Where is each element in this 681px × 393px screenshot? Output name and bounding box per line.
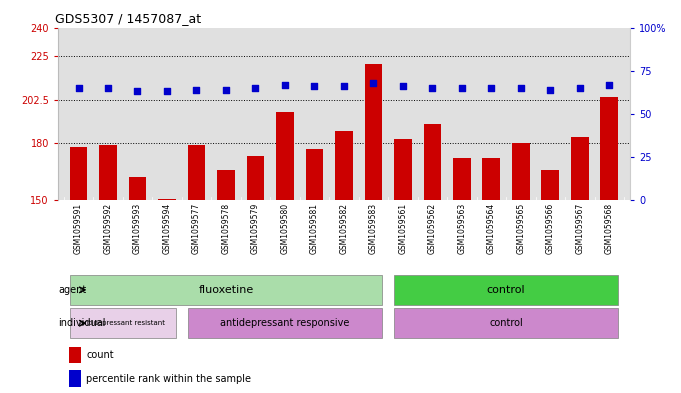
Text: GSM1059563: GSM1059563 [458,203,466,254]
Bar [541,170,559,200]
Bar [188,145,205,200]
Bar [306,149,323,200]
Text: GSM1059583: GSM1059583 [369,203,378,254]
Point [161,88,172,95]
Bar [69,347,81,363]
Bar [69,370,81,387]
Bar [424,123,441,200]
Text: antidepressant resistant: antidepressant resistant [80,320,165,326]
Bar [571,137,588,200]
Point [103,85,114,91]
Point [545,86,556,93]
Point [191,86,202,93]
Text: fluoxetine: fluoxetine [198,285,253,295]
Text: GSM1059567: GSM1059567 [575,203,584,254]
Bar [601,97,618,200]
Bar [394,139,412,200]
Point [309,83,320,90]
Bar [364,64,382,200]
Bar [512,143,530,200]
Bar [158,198,176,200]
Point [516,85,526,91]
Text: antidepressant responsive: antidepressant responsive [220,318,349,328]
Point [279,81,290,88]
Text: percentile rank within the sample: percentile rank within the sample [86,374,251,384]
Bar [69,308,176,338]
Text: GSM1059566: GSM1059566 [545,203,555,254]
Point [398,83,409,90]
Text: GSM1059561: GSM1059561 [398,203,407,254]
Text: GSM1059582: GSM1059582 [339,203,349,253]
Bar [276,112,294,200]
Text: control: control [489,318,523,328]
Text: GSM1059581: GSM1059581 [310,203,319,253]
Text: agent: agent [58,285,86,295]
Bar [335,131,353,200]
Text: GDS5307 / 1457087_at: GDS5307 / 1457087_at [55,12,201,25]
Text: control: control [487,285,526,295]
Point [574,85,585,91]
Bar [129,177,146,200]
Text: GSM1059578: GSM1059578 [221,203,230,254]
Point [368,80,379,86]
Bar [394,308,618,338]
Point [486,85,496,91]
Text: GSM1059594: GSM1059594 [163,203,172,254]
Text: GSM1059562: GSM1059562 [428,203,437,254]
Bar [394,275,618,305]
Bar [188,308,382,338]
Text: GSM1059577: GSM1059577 [192,203,201,254]
Text: GSM1059593: GSM1059593 [133,203,142,254]
Point [221,86,232,93]
Text: individual: individual [58,318,106,328]
Text: GSM1059591: GSM1059591 [74,203,83,254]
Bar [483,158,500,200]
Bar [99,145,117,200]
Text: GSM1059592: GSM1059592 [104,203,112,254]
Text: GSM1059579: GSM1059579 [251,203,260,254]
Point [456,85,467,91]
Bar [69,275,382,305]
Point [604,81,615,88]
Text: GSM1059580: GSM1059580 [281,203,289,254]
Point [73,85,84,91]
Bar [69,147,87,200]
Text: count: count [86,350,114,360]
Point [427,85,438,91]
Bar [217,170,235,200]
Text: GSM1059565: GSM1059565 [516,203,525,254]
Text: GSM1059568: GSM1059568 [605,203,614,254]
Point [132,88,143,95]
Point [338,83,349,90]
Bar [453,158,471,200]
Point [250,85,261,91]
Bar [247,156,264,200]
Text: GSM1059564: GSM1059564 [487,203,496,254]
